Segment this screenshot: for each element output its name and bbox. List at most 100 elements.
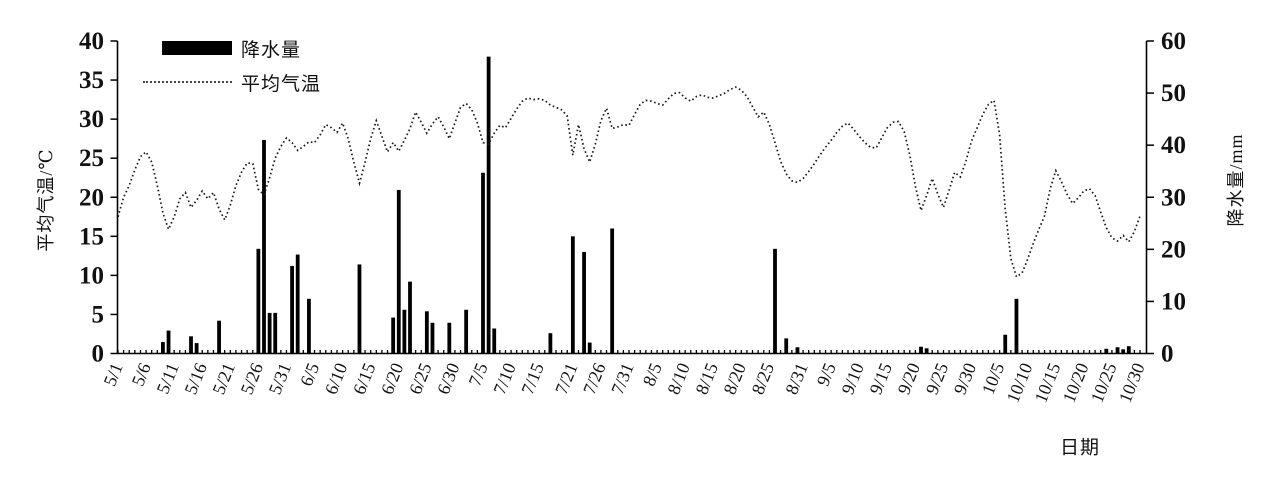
left-axis-tick-label: 30 [79, 106, 104, 133]
precipitation-bar [587, 342, 592, 354]
x-axis-tick-label: 7/21 [551, 360, 582, 397]
right-axis-tick-label: 0 [1161, 341, 1174, 368]
legend-item-precipitation: 降水量 [143, 36, 321, 61]
legend-precip-bar-swatch [162, 41, 232, 55]
x-axis-tick-label: 8/20 [719, 360, 750, 397]
precipitation-bar [784, 338, 789, 354]
x-axis-tick-label: 7/15 [517, 360, 548, 397]
right-axis-tick-label: 50 [1161, 80, 1186, 107]
x-axis-tick-label: 6/10 [321, 360, 352, 397]
x-axis-tick-label: 6/5 [296, 360, 323, 389]
precipitation-bar [273, 312, 278, 354]
x-axis-tick-label: 5/31 [265, 360, 296, 397]
precipitation-bar [217, 320, 221, 354]
precipitation-bar [1121, 349, 1126, 354]
x-axis-tick-label: 5/11 [153, 360, 183, 397]
x-axis-tick-label: 8/5 [639, 360, 666, 389]
precipitation-bar [256, 248, 261, 354]
x-axis-tick-label: 5/16 [180, 360, 211, 397]
precipitation-bar [307, 298, 311, 354]
precipitation-bar [396, 189, 401, 354]
precipitation-bar [267, 312, 272, 354]
x-axis-tick-label: 5/6 [128, 360, 155, 389]
x-axis-tick-label: 7/26 [579, 360, 610, 397]
left-axis-tick-label: 5 [92, 301, 105, 328]
x-axis-tick-label: 9/5 [813, 360, 840, 389]
right-axis-tick-label: 10 [1161, 288, 1186, 315]
precipitation-bar [357, 264, 362, 354]
legend-precip-label: 降水量 [241, 39, 302, 61]
x-axis-tick-label: 6/30 [433, 360, 464, 397]
temperature-line [117, 86, 1141, 279]
left-axis-title: 平均气温/℃ [36, 148, 56, 252]
left-axis-tick-label: 0 [92, 341, 105, 368]
x-axis-tick-label: 9/25 [922, 360, 953, 397]
x-axis-tick-label: 9/20 [894, 360, 925, 397]
x-axis-tick-label: 9/15 [865, 360, 896, 397]
precipitation-bar [189, 336, 193, 354]
precipitation-bar [424, 311, 429, 354]
x-axis-title: 日期 [1059, 437, 1101, 459]
left-axis-tick-label: 15 [79, 223, 104, 250]
left-axis-tick-label: 40 [79, 28, 104, 55]
precipitation-bar [486, 56, 491, 354]
precipitation-bar [1104, 348, 1109, 354]
precipitation-bar [492, 328, 497, 354]
left-axis-tick-label: 20 [79, 184, 104, 211]
precipitation-bar [1115, 347, 1120, 354]
legend: 降水量 平均气温 [143, 36, 321, 104]
x-axis-tick-label: 9/10 [837, 360, 868, 397]
legend-temp-dotted-swatch [143, 81, 232, 83]
x-axis-tick-label: 7/31 [607, 360, 638, 397]
precipitation-bar [1014, 298, 1019, 354]
precipitation-bar [447, 322, 452, 354]
x-axis-tick-label: 6/15 [349, 360, 380, 397]
x-axis-tick-label: 8/31 [781, 360, 812, 397]
precipitation-bar [795, 347, 800, 354]
x-axis-tick-label: 10/30 [1115, 360, 1149, 406]
precipitation-bar [548, 333, 553, 354]
precipitation-bar [1126, 346, 1131, 354]
precipitation-bar [262, 139, 266, 354]
precipitation-bar [402, 309, 407, 354]
x-axis-tick-label: 10/5 [978, 360, 1009, 397]
precipitation-bar [919, 346, 923, 354]
x-axis-tick-label: 5/26 [237, 360, 268, 397]
x-axis-tick-label: 8/10 [663, 360, 694, 397]
precipitation-bar [610, 228, 615, 354]
precipitation-bar [161, 342, 165, 354]
x-axis-tick-label: 9/30 [950, 360, 981, 397]
precipitation-bar [570, 236, 575, 354]
x-axis-tick-label: 6/25 [405, 360, 436, 397]
left-axis-tick-label: 10 [79, 262, 104, 289]
x-axis-tick-label: 6/20 [377, 360, 408, 397]
precipitation-bar [391, 317, 396, 354]
precipitation-bar [290, 266, 294, 354]
right-axis-title: 降水量/mm [1226, 133, 1246, 227]
precipitation-bar [1003, 334, 1008, 354]
precipitation-bar [924, 348, 929, 354]
precipitation-bar [430, 322, 435, 354]
precipitation-bar [773, 248, 777, 354]
right-axis-tick-label: 20 [1161, 236, 1186, 263]
x-axis-tick-label: 8/15 [691, 360, 722, 397]
precipitation-bar [582, 251, 586, 354]
left-axis-tick-label: 35 [79, 67, 104, 94]
precipitation-bar [481, 172, 485, 354]
x-axis-tick-label: 5/21 [208, 360, 239, 397]
precipitation-bar [194, 343, 199, 354]
legend-temp-label: 平均气温 [241, 73, 322, 95]
x-axis-tick-label: 7/10 [489, 360, 520, 397]
x-axis-tick-label: 8/25 [748, 360, 779, 397]
precipitation-bar [408, 281, 412, 354]
x-axis-tick-label: 7/5 [465, 360, 492, 389]
legend-item-temperature: 平均气温 [143, 70, 322, 95]
precipitation-bar [166, 330, 171, 354]
precipitation-bar [464, 309, 469, 354]
left-axis-tick-label: 25 [79, 145, 104, 172]
right-axis-tick-label: 40 [1161, 132, 1186, 159]
precipitation-bar [295, 254, 300, 354]
right-axis-tick-label: 60 [1161, 28, 1186, 55]
